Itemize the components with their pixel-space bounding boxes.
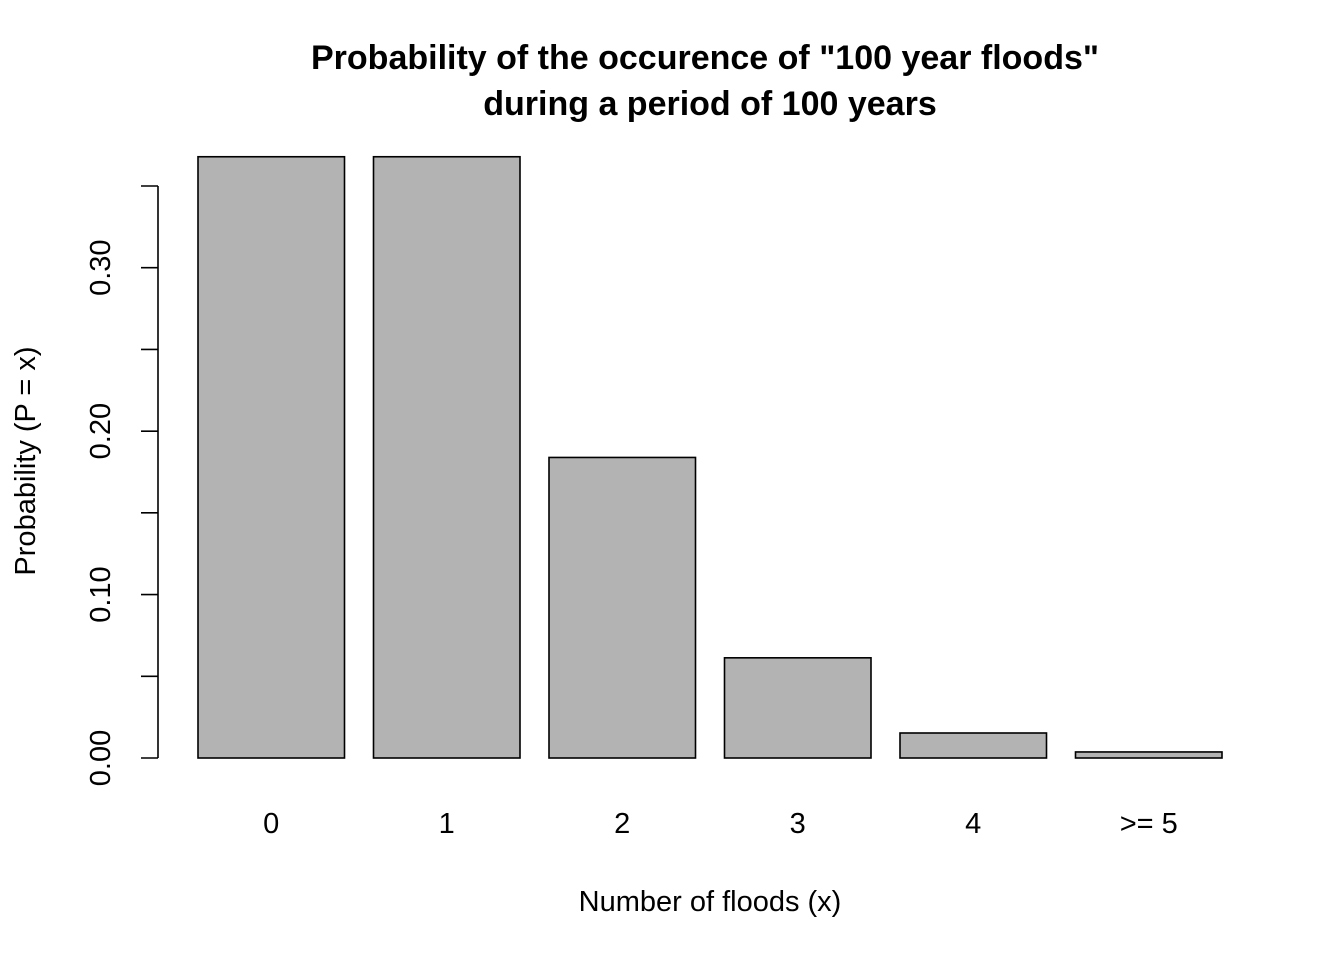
y-tick-label: 0.00 [85,730,117,786]
x-tick-label: 3 [790,808,806,840]
chart-subtitle: during a period of 100 years [483,85,936,123]
y-tick-label: 0.20 [85,403,117,459]
y-tick-label: 0.10 [85,566,117,622]
x-tick-label: 2 [614,808,630,840]
y-axis: 0.00 0.10 0.20 0.30 [85,185,159,786]
bar-5 [1074,751,1223,759]
y-tick-label: 0.30 [85,239,117,295]
x-tick-label: 4 [965,808,981,840]
x-tick-label: 0 [263,808,279,840]
bar-1 [372,155,521,759]
bar-0 [197,155,346,759]
bars-layer [197,155,1223,759]
bar-2 [548,456,697,759]
x-tick-label: 1 [439,808,455,840]
chart-title: Probability of the occurence of "100 yea… [311,39,1099,77]
x-axis-labels: 0 1 2 3 4 >= 5 [263,808,1178,840]
x-tick-label: >= 5 [1120,808,1178,840]
bar-4 [899,732,1048,759]
x-axis-title: Number of floods (x) [579,886,842,918]
bar-3 [723,657,872,759]
y-axis-title: Probability (P = x) [10,346,42,575]
